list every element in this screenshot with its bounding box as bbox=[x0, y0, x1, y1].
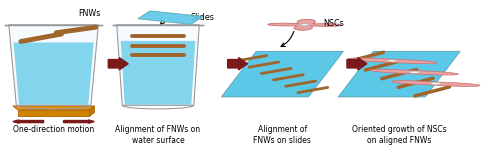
Text: One-direction motion: One-direction motion bbox=[13, 125, 94, 135]
Polygon shape bbox=[120, 41, 196, 105]
Polygon shape bbox=[13, 106, 94, 110]
Polygon shape bbox=[370, 69, 458, 75]
FancyArrow shape bbox=[347, 58, 367, 70]
Ellipse shape bbox=[430, 83, 442, 85]
Polygon shape bbox=[338, 51, 460, 97]
Ellipse shape bbox=[387, 60, 398, 62]
Text: Slides: Slides bbox=[190, 13, 214, 22]
Polygon shape bbox=[392, 81, 480, 86]
Ellipse shape bbox=[300, 24, 309, 26]
FancyArrow shape bbox=[228, 58, 248, 70]
Polygon shape bbox=[138, 11, 203, 24]
Polygon shape bbox=[348, 58, 436, 64]
Text: NSCs: NSCs bbox=[324, 19, 344, 28]
FancyArrow shape bbox=[13, 120, 44, 123]
Polygon shape bbox=[222, 51, 343, 97]
Polygon shape bbox=[268, 19, 342, 30]
Ellipse shape bbox=[408, 71, 420, 73]
Polygon shape bbox=[14, 42, 94, 105]
Polygon shape bbox=[18, 110, 90, 116]
Text: Alignment of FNWs on
water surface: Alignment of FNWs on water surface bbox=[116, 125, 200, 145]
FancyArrow shape bbox=[64, 120, 94, 123]
Text: Oriented growth of NSCs
on aligned FNWs: Oriented growth of NSCs on aligned FNWs bbox=[352, 125, 446, 145]
FancyArrow shape bbox=[108, 58, 128, 70]
Text: FNWs: FNWs bbox=[78, 9, 101, 18]
Polygon shape bbox=[90, 106, 94, 116]
Text: Alignment of
FNWs on slides: Alignment of FNWs on slides bbox=[254, 125, 312, 145]
Polygon shape bbox=[9, 25, 99, 105]
Polygon shape bbox=[116, 25, 200, 105]
